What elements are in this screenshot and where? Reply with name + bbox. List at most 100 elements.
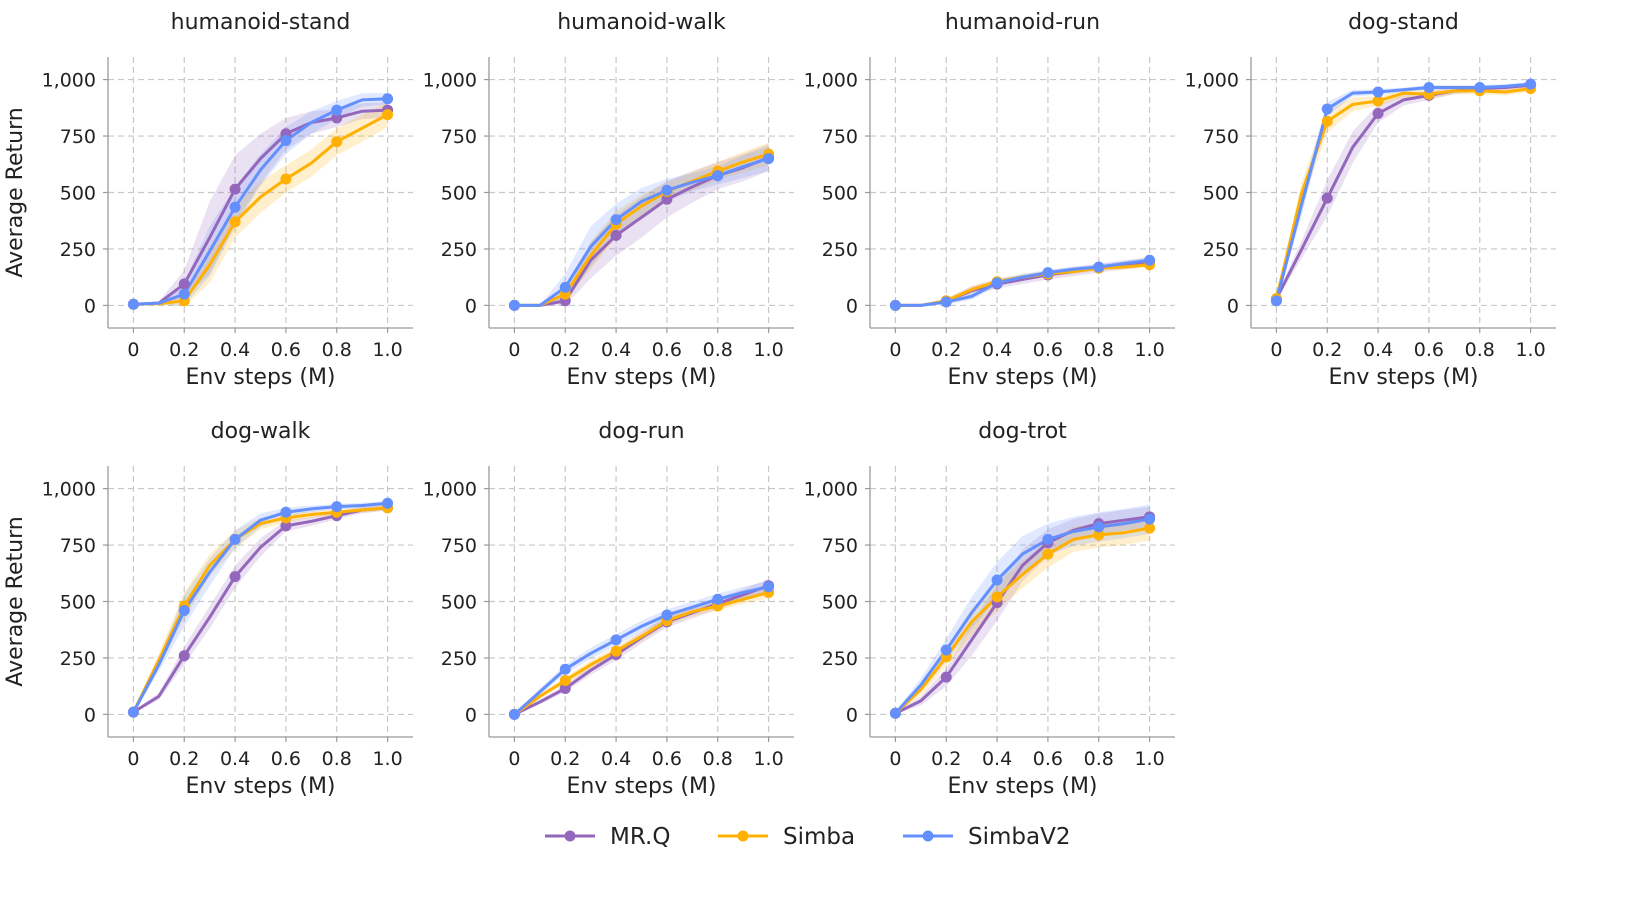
data-point-SimbaV2 (1144, 254, 1156, 266)
data-point-SimbaV2 (1474, 81, 1486, 93)
x-tick-label: 1.0 (753, 339, 783, 361)
x-axis-label: Env steps (M) (566, 774, 716, 799)
y-tick-label: 500 (822, 592, 858, 614)
panel-title: humanoid-walk (557, 10, 726, 35)
y-tick-label: 0 (846, 704, 858, 726)
y-axis-label: Average Return (3, 516, 28, 686)
x-tick-label: 0.2 (169, 339, 199, 361)
x-tick-label: 0.8 (1465, 339, 1495, 361)
x-tick-label: 1.0 (1134, 339, 1164, 361)
data-point-SimbaV2 (178, 288, 190, 300)
band-MR.Q (514, 143, 769, 306)
data-point-SimbaV2 (991, 277, 1003, 289)
x-tick-label: 0.2 (931, 339, 961, 361)
data-point-SimbaV2 (508, 708, 520, 720)
data-point-Simba (1321, 115, 1333, 127)
y-tick-label: 250 (1203, 239, 1239, 261)
x-tick-label: 0.8 (322, 339, 352, 361)
y-tick-label: 1,000 (42, 70, 96, 92)
panel-humanoid-walk: humanoid-walk 0 0.2 0.4 0.6 0.8 1.0 0 250 500 750 1… (423, 10, 794, 390)
panel-dog-walk: dog-walk 0 0.2 0.4 0.6 0.8 1.0 0 250 500 750 1,000 E… (3, 419, 413, 799)
data-point-MR.Q (1372, 107, 1384, 119)
data-point-Simba (331, 136, 343, 148)
data-point-SimbaV2 (229, 201, 241, 213)
data-point-SimbaV2 (1270, 295, 1282, 307)
data-point-MR.Q (1321, 192, 1333, 204)
panel-title: humanoid-run (945, 10, 1100, 35)
x-tick-label: 0.6 (1414, 339, 1444, 361)
panel-title: humanoid-stand (171, 10, 351, 35)
data-point-SimbaV2 (610, 634, 622, 646)
data-point-SimbaV2 (1525, 78, 1537, 90)
x-axis-label: Env steps (M) (566, 365, 716, 390)
y-tick-label: 250 (822, 239, 858, 261)
x-tick-label: 0 (889, 339, 901, 361)
panels: humanoid-stand 0 0.2 0.4 0.6 0.8 1.0 0 250 500 750… (3, 10, 1556, 799)
data-point-SimbaV2 (712, 593, 724, 605)
y-tick-label: 500 (1203, 183, 1239, 205)
x-tick-label: 0.8 (1084, 339, 1114, 361)
legend-swatch-marker (564, 830, 576, 842)
x-tick-label: 0 (889, 748, 901, 770)
x-axis-label: Env steps (M) (185, 774, 335, 799)
y-tick-label: 1,000 (423, 70, 477, 92)
panel-dog-run: dog-run 0 0.2 0.4 0.6 0.8 1.0 0 250 500 750 1,000 En… (423, 419, 794, 799)
band-MR.Q (133, 102, 388, 306)
data-point-SimbaV2 (889, 299, 901, 311)
series-line-MR.Q (131, 108, 390, 306)
x-tick-label: 0.6 (1033, 339, 1063, 361)
data-point-SimbaV2 (331, 501, 343, 513)
x-tick-label: 0.2 (169, 748, 199, 770)
y-tick-label: 500 (60, 592, 96, 614)
panel-humanoid-run: humanoid-run 0 0.2 0.4 0.6 0.8 1.0 0 250 500 750 1,… (804, 10, 1175, 390)
x-tick-label: 0.6 (271, 748, 301, 770)
y-tick-label: 500 (441, 592, 477, 614)
data-point-SimbaV2 (229, 533, 241, 545)
series-line-Simba (131, 113, 390, 306)
data-point-Simba (610, 645, 622, 657)
series-line-SimbaV2 (512, 585, 771, 716)
y-tick-label: 250 (60, 648, 96, 670)
y-tick-label: 1,000 (804, 479, 858, 501)
data-point-SimbaV2 (178, 605, 190, 617)
x-tick-label: 0.2 (550, 748, 580, 770)
data-point-MR.Q (280, 520, 292, 532)
series-line-Simba (131, 506, 390, 714)
data-point-SimbaV2 (127, 298, 139, 310)
y-tick-label: 500 (822, 183, 858, 205)
data-point-MR.Q (229, 571, 241, 583)
data-point-SimbaV2 (763, 153, 775, 165)
y-tick-label: 0 (465, 295, 477, 317)
data-point-SimbaV2 (559, 663, 571, 675)
x-tick-label: 0.4 (982, 748, 1012, 770)
y-tick-label: 1,000 (1185, 70, 1239, 92)
series-line-Simba (1274, 87, 1533, 301)
legend-item-SimbaV2: SimbaV2 (903, 824, 1070, 850)
series-line-MR.Q (131, 506, 390, 714)
x-axis-label: Env steps (M) (1328, 365, 1478, 390)
y-tick-label: 0 (465, 704, 477, 726)
x-tick-label: 0 (508, 339, 520, 361)
y-tick-label: 750 (822, 126, 858, 148)
data-point-MR.Q (178, 278, 190, 290)
series-line-SimbaV2 (131, 501, 390, 714)
data-point-Simba (1042, 548, 1054, 560)
x-tick-label: 0.2 (931, 748, 961, 770)
data-point-SimbaV2 (1423, 81, 1435, 93)
series-line-SimbaV2 (1274, 82, 1533, 303)
y-tick-label: 0 (1227, 295, 1239, 317)
data-point-SimbaV2 (1144, 513, 1156, 525)
x-tick-label: 0.4 (1363, 339, 1393, 361)
data-point-MR.Q (229, 183, 241, 195)
y-tick-label: 750 (441, 535, 477, 557)
panel-title: dog-run (598, 419, 684, 444)
data-point-SimbaV2 (1042, 533, 1054, 545)
x-tick-label: 1.0 (372, 748, 402, 770)
y-tick-label: 750 (822, 535, 858, 557)
y-tick-label: 500 (441, 183, 477, 205)
data-point-SimbaV2 (763, 581, 775, 593)
x-tick-label: 0.4 (601, 339, 631, 361)
data-point-Simba (229, 216, 241, 228)
data-point-SimbaV2 (1321, 103, 1333, 115)
